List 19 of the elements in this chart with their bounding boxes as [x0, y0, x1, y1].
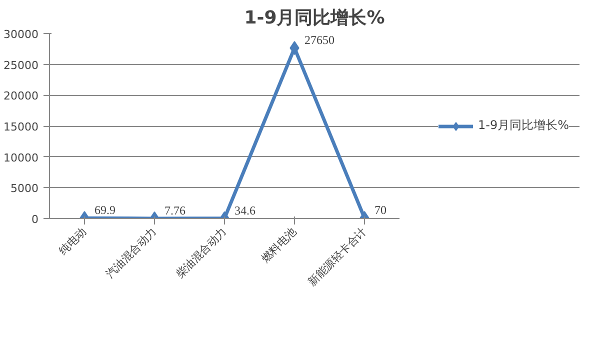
y-tick-label: 10000 — [4, 151, 39, 164]
data-label: 27650 — [304, 32, 334, 47]
chart-title: 1-9月同比增长% — [244, 8, 385, 28]
data-label: 34.6 — [234, 203, 256, 218]
y-tick-label: 25000 — [4, 58, 39, 72]
x-tick-label: 新能源轻卡合计 — [305, 224, 370, 289]
y-tick-label: 20000 — [4, 90, 39, 103]
y-tick-label: 30000 — [4, 28, 39, 41]
y-tick-label: 15000 — [4, 120, 39, 134]
legend-label: 1-9月同比增长% — [478, 117, 569, 134]
data-label: 69.9 — [94, 203, 116, 218]
data-label: 7.76 — [164, 203, 186, 218]
x-tick-label: 燃料电池 — [258, 224, 300, 266]
y-tick-label: 5000 — [10, 182, 39, 196]
data-label: 70 — [374, 203, 386, 218]
y-tick-label: 0 — [32, 213, 38, 226]
x-tick-label: 柴油混合动力 — [173, 224, 230, 281]
x-tick-label: 汽油混合动力 — [103, 224, 160, 281]
x-tick-label: 纯电动 — [56, 224, 90, 258]
